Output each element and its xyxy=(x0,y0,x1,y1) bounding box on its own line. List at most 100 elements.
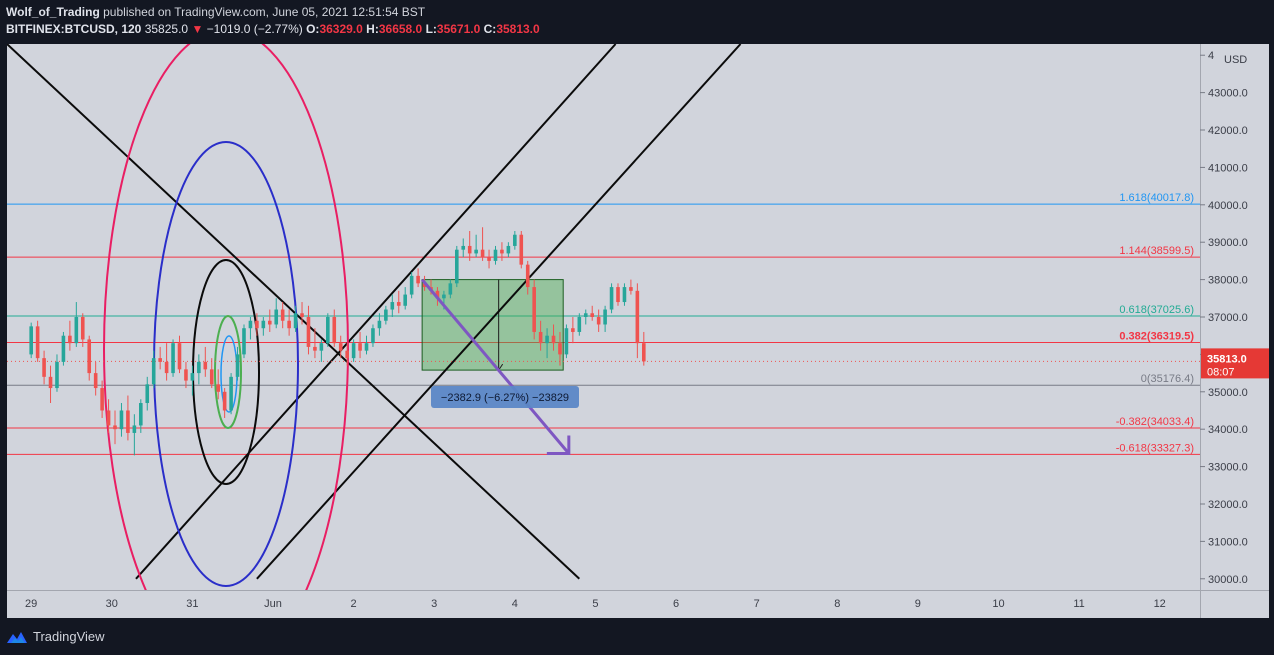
y-axis-tick-label: 39000.0 xyxy=(1208,237,1248,249)
candle-body xyxy=(29,326,33,355)
x-axis-tick-label: 4 xyxy=(512,598,518,610)
candle-body xyxy=(622,287,627,303)
candle-body xyxy=(493,249,498,261)
candle-body xyxy=(139,403,143,426)
fib-level-label: -0.382(34033.4) xyxy=(1116,416,1194,428)
candle-body xyxy=(642,343,646,362)
x-axis-tick-label: 2 xyxy=(351,598,357,610)
candle-body xyxy=(500,249,504,254)
candle-body xyxy=(422,283,427,288)
fib-level-label: 1.144(38599.5) xyxy=(1119,245,1194,257)
x-axis-tick-label: 7 xyxy=(754,598,760,610)
candle-body xyxy=(590,313,595,317)
y-axis-tick-label: 40000.0 xyxy=(1208,200,1248,212)
ohlc-legend: BITFINEX:BTCUSD, 120 35825.0 ▼ −1019.0 (… xyxy=(6,21,540,38)
candle-body xyxy=(538,331,543,344)
publish-info: published on TradingView.com, June 05, 2… xyxy=(103,5,426,19)
candle-body xyxy=(525,264,530,288)
candle-body xyxy=(345,350,349,359)
low-label: L: xyxy=(425,22,437,36)
footer-bar: TradingView xyxy=(0,620,1274,655)
candle-body xyxy=(416,275,420,284)
candle-body xyxy=(506,245,511,254)
trend-line xyxy=(7,44,581,580)
x-axis-tick-label: Jun xyxy=(264,598,282,610)
candle-body xyxy=(293,313,298,329)
currency-label: USD xyxy=(1224,54,1247,66)
tradingview-logo[interactable]: TradingView xyxy=(6,629,105,644)
candle-body xyxy=(106,410,111,426)
candle-body xyxy=(184,369,188,381)
candle-body xyxy=(351,343,356,359)
candle-body xyxy=(87,339,92,374)
candle-body xyxy=(609,287,614,310)
candle-body xyxy=(190,373,195,381)
green-ellipse xyxy=(214,315,242,429)
candle-body xyxy=(532,287,536,332)
candle-body xyxy=(261,320,266,329)
black-ellipse xyxy=(192,259,260,485)
y-axis-tick-label: 34000.0 xyxy=(1208,424,1248,436)
measure-rectangle xyxy=(421,279,564,371)
low-value: 35671.0 xyxy=(436,22,481,36)
candle-body xyxy=(274,309,279,325)
y-axis-tick-label: 43000.0 xyxy=(1208,88,1248,100)
candle-body xyxy=(80,317,85,340)
candle-body xyxy=(287,320,291,329)
candle-body xyxy=(519,234,524,265)
chart-area[interactable]: −2382.9 (−6.27%) −23829 1.618(40017.8) 1.1… xyxy=(7,44,1269,618)
candle-body xyxy=(332,317,337,344)
candle-body xyxy=(577,317,582,332)
candle-body xyxy=(93,373,98,389)
candle-body xyxy=(435,290,440,299)
candle-body xyxy=(280,309,285,321)
measure-label-text: −2382.9 (−6.27%) −23829 xyxy=(441,392,569,404)
trend-line xyxy=(135,44,617,580)
candle-body xyxy=(629,287,633,291)
price-chart[interactable]: −2382.9 (−6.27%) −23829 1.618(40017.8) 1.1… xyxy=(7,44,1269,618)
candle-body xyxy=(61,335,66,362)
close-value: 35813.0 xyxy=(496,22,540,36)
x-axis-tick-label: 30 xyxy=(106,598,118,610)
candle-body xyxy=(480,249,485,258)
candle-body xyxy=(396,302,401,306)
trend-line xyxy=(256,44,742,580)
candle-body xyxy=(384,309,388,321)
candle-body xyxy=(306,317,311,347)
candle-body xyxy=(551,335,556,344)
y-axis-tick-label: 42000.0 xyxy=(1208,125,1248,137)
candle-body xyxy=(583,313,588,317)
candle-body xyxy=(403,294,408,306)
fib-level-label: -0.618(33327.3) xyxy=(1116,442,1194,454)
candle-body xyxy=(151,358,156,385)
open-label: O: xyxy=(306,22,320,36)
projection-arrowhead xyxy=(546,435,571,455)
candle-body xyxy=(616,287,620,303)
candle-body xyxy=(313,346,317,351)
last-price-timer: 08:07 xyxy=(1207,366,1235,378)
candle-body xyxy=(545,335,549,344)
x-axis-tick-label: 11 xyxy=(1073,598,1084,610)
author-name[interactable]: Wolf_of_Trading xyxy=(6,5,100,19)
x-axis-tick-label: 10 xyxy=(992,598,1004,610)
candle-body xyxy=(467,245,472,254)
x-axis-tick-label: 8 xyxy=(834,598,840,610)
candle-body xyxy=(390,302,395,310)
fib-level-label: 0.382(36319.5) xyxy=(1119,330,1194,342)
candle-body xyxy=(164,361,169,374)
y-axis-tick-label: 30000.0 xyxy=(1208,574,1248,586)
candle-body xyxy=(171,343,175,374)
candle-body xyxy=(229,376,233,411)
fib-level-label: 1.618(40017.8) xyxy=(1119,192,1194,204)
candle-body xyxy=(35,326,40,359)
symbol-label[interactable]: BITFINEX:BTCUSD, 120 xyxy=(6,22,142,36)
candle-body xyxy=(222,391,227,411)
candle-body xyxy=(338,343,343,351)
candle-body xyxy=(68,335,72,344)
candle-body xyxy=(571,328,575,332)
candle-body xyxy=(177,343,182,370)
fib-level-label: 0.618(37025.6) xyxy=(1119,304,1194,316)
candle-body xyxy=(448,283,453,295)
y-axis-tick-label: 4 xyxy=(1208,50,1214,62)
candle-body xyxy=(267,320,272,325)
